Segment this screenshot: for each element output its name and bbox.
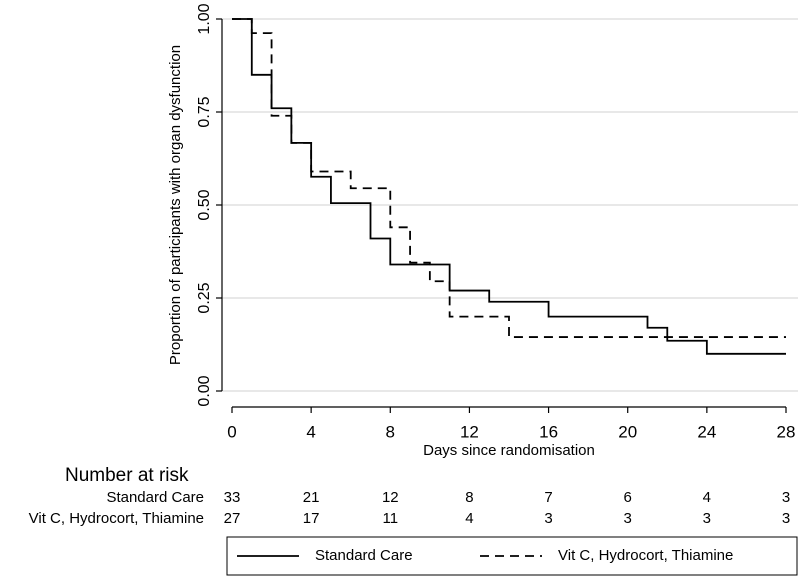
y-tick-label: 0.50 — [196, 189, 213, 220]
y-axis-title: Proportion of participants with organ dy… — [167, 45, 184, 365]
risk-count: 21 — [303, 489, 320, 506]
risk-count: 4 — [465, 510, 473, 527]
risk-count: 12 — [382, 489, 399, 506]
y-tick-label: 1.00 — [196, 3, 213, 34]
risk-count: 3 — [703, 510, 711, 527]
risk-count: 6 — [624, 489, 632, 506]
x-tick-label: 24 — [697, 422, 716, 441]
risk-row-label: Standard Care — [106, 489, 204, 506]
y-tick-label: 0.75 — [196, 96, 213, 127]
risk-row-label: Vit C, Hydrocort, Thiamine — [29, 510, 204, 527]
risk-count: 4 — [703, 489, 711, 506]
legend-label: Standard Care — [315, 547, 413, 564]
risk-count: 8 — [465, 489, 473, 506]
risk-count: 3 — [624, 510, 632, 527]
risk-count: 3 — [782, 489, 790, 506]
y-tick-label: 0.00 — [196, 375, 213, 406]
km-curve — [232, 18, 786, 355]
legend-box — [226, 536, 798, 576]
risk-count: 7 — [544, 489, 552, 506]
risk-count: 33 — [224, 489, 241, 506]
risk-count: 11 — [382, 510, 398, 527]
y-tick-label: 0.25 — [196, 282, 213, 313]
risk-count: 3 — [544, 510, 552, 527]
x-tick-label: 8 — [386, 422, 395, 441]
risk-count: 27 — [224, 510, 241, 527]
legend-label: Vit C, Hydrocort, Thiamine — [558, 547, 733, 564]
x-tick-label: 12 — [460, 422, 479, 441]
x-axis-title: Days since randomisation — [423, 442, 595, 459]
risk-title: Number at risk — [65, 465, 189, 486]
x-tick-label: 4 — [306, 422, 315, 441]
risk-count: 3 — [782, 510, 790, 527]
x-tick-label: 16 — [539, 422, 558, 441]
km-curve — [232, 18, 786, 338]
risk-count: 17 — [303, 510, 320, 527]
x-tick-label: 28 — [777, 422, 796, 441]
x-tick-label: 20 — [618, 422, 637, 441]
x-tick-label: 0 — [227, 422, 236, 441]
